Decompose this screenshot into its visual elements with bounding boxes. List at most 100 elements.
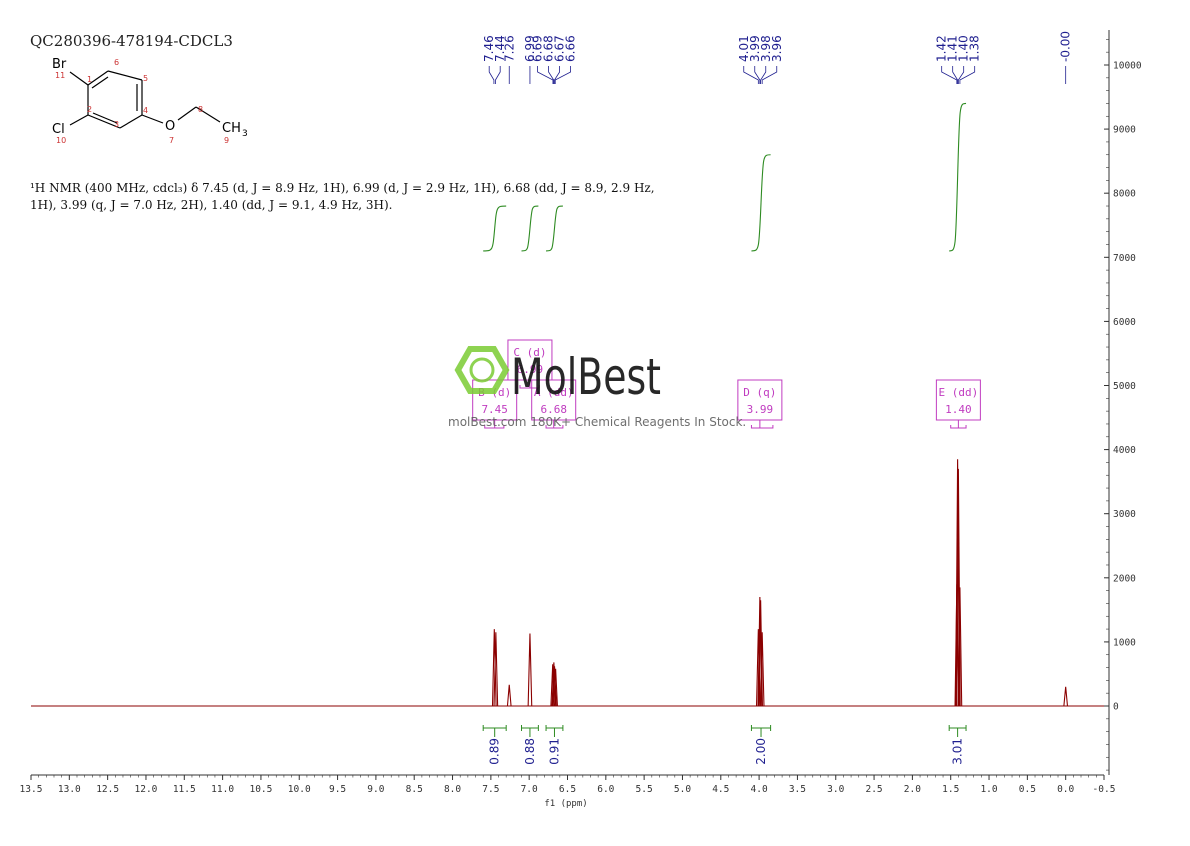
x-tick-label-26: 0.5 [1019, 784, 1036, 795]
spectrum-trace [31, 459, 1104, 707]
atom-num-10: 10 [56, 136, 66, 145]
atom-num-7: 7 [169, 136, 174, 145]
multiplet-range-2 [545, 425, 564, 429]
benzene-logo-icon [454, 346, 510, 394]
integral-curve-2 [546, 205, 563, 252]
atom-num-9: 9 [224, 136, 229, 145]
bond-o-c8 [177, 106, 197, 121]
atom-num-2: 2 [87, 105, 92, 114]
integral-value-4: 3.01 [951, 738, 965, 765]
peak-label-11: 3.96 [770, 35, 784, 62]
spectrum-peak-0 [491, 629, 497, 707]
peak-label-14: 1.40 [957, 35, 971, 62]
watermark-tagline: molBest.com 180K+ Chemical Reagents In S… [448, 415, 746, 429]
multiplet-name-1: C (d) [513, 346, 546, 359]
integral-value-3: 2.00 [754, 738, 768, 765]
bond-c1-br [69, 71, 89, 86]
spectrum-peak-1 [493, 632, 499, 707]
peak-label-connector-13 [952, 66, 959, 84]
bond-6-5 [107, 70, 143, 81]
y-tick-label-8: 8000 [1113, 189, 1136, 200]
peak-label-connector-12 [941, 66, 958, 84]
atom-num-8: 8 [198, 105, 203, 114]
x-tick-label-7: 10.0 [288, 784, 311, 795]
atom-br: Br [52, 57, 67, 72]
x-tick-label-13: 7.0 [521, 784, 538, 795]
multiplet-shift-1: 6.99 [517, 363, 544, 376]
x-tick-label-5: 11.0 [211, 784, 234, 795]
integral-value-2: 0.91 [547, 738, 561, 765]
integral-curve-3 [751, 154, 771, 252]
peak-label-4: 6.69 [531, 35, 545, 62]
peak-label-connector-15 [959, 66, 976, 84]
multiplet-range-3 [750, 425, 774, 429]
spectrum-peak-11 [759, 632, 765, 707]
x-tick-label-9: 9.0 [367, 784, 384, 795]
integral-value-0: 0.89 [488, 738, 502, 765]
axes: 13.5 13.0 12.5 12.0 11.5 11.0 10.5 10.0 9.5 9.0 8.… [20, 30, 1142, 795]
sample-id: QC280396-478194-CDCL3 [30, 32, 233, 50]
peak-label-connector-11 [761, 66, 778, 84]
peak-label-connector-9 [754, 66, 761, 84]
y-tick-label-4: 4000 [1113, 445, 1136, 456]
x-tick-label-27: 0.0 [1057, 784, 1074, 795]
y-tick-label-9: 9000 [1113, 125, 1136, 136]
x-tick-label-15: 6.0 [597, 784, 614, 795]
x-axis-label: f1 (ppm) [544, 799, 587, 809]
peak-label-connector-6 [554, 66, 560, 84]
peak-labels: 7.467.447.26 6.996.696.686.676.66 4.013.99… [482, 31, 1073, 84]
peak-label-16: -0.00 [1059, 31, 1073, 62]
x-tick-label-1: 13.0 [58, 784, 81, 795]
peak-label-5: 6.68 [542, 35, 556, 62]
peak-label-0: 7.46 [482, 35, 496, 62]
x-tick-label-6: 10.5 [249, 784, 272, 795]
integral-curves [483, 102, 967, 252]
peak-label-connector-4 [537, 66, 554, 84]
peak-label-connector-14 [957, 66, 965, 84]
x-tick-label-12: 7.5 [482, 784, 499, 795]
x-tick-label-28: -0.5 [1093, 784, 1116, 795]
multiplet-boxes: B (d)7.45C (d)6.99A (dd)6.68D (q)3.99E (… [472, 339, 981, 429]
atom-o: O [165, 119, 175, 134]
y-tick-label-1: 1000 [1113, 637, 1136, 648]
peak-label-connector-5 [548, 66, 555, 84]
bond-c8-c9 [195, 106, 221, 123]
y-tick-label-7: 7000 [1113, 253, 1136, 264]
bond-c4-o [141, 114, 164, 124]
peak-label-connector-8 [743, 66, 759, 84]
spectrum-peak-16 [1063, 686, 1069, 707]
integral-labels: 0.89 0.88 0.91 2.00 3.01 [482, 725, 967, 765]
chemical-structure [69, 70, 221, 129]
x-tick-label-11: 8.0 [444, 784, 461, 795]
integral-curve-1 [521, 205, 539, 252]
spectrum-peak-6 [552, 666, 557, 707]
peak-label-7: 6.66 [564, 35, 578, 62]
peak-label-1: 7.44 [493, 35, 507, 62]
y-tick-label-10: 10000 [1113, 61, 1142, 72]
x-tick-label-16: 5.5 [636, 784, 653, 795]
bond-1-6-double [91, 76, 109, 89]
peak-label-connector-1 [495, 66, 501, 84]
nmr-description-line-1: ¹H NMR (400 MHz, cdcl₃) δ 7.45 (d, J = 8… [30, 181, 655, 195]
multiplet-shift-2: 6.68 [540, 403, 567, 416]
peak-label-3: 6.99 [523, 35, 537, 62]
bond-c2-cl [69, 114, 89, 126]
multiplet-name-4: E (dd) [939, 386, 979, 399]
bond-3-2 [87, 114, 121, 129]
multiplet-name-3: D (q) [743, 386, 776, 399]
bond-3-2-double [92, 112, 118, 124]
x-tick-label-4: 11.5 [173, 784, 196, 795]
peak-label-9: 3.99 [748, 35, 762, 62]
atom-ch3-sub: 3 [242, 129, 248, 139]
peak-label-8: 4.01 [737, 35, 751, 62]
x-tick-label-0: 13.5 [20, 784, 43, 795]
spectrum-peak-2 [506, 684, 512, 707]
spectrum-peak-7 [553, 668, 558, 707]
peak-label-connector-10 [760, 66, 767, 84]
x-tick-label-8: 9.5 [329, 784, 346, 795]
x-tick-label-10: 8.5 [406, 784, 423, 795]
integral-curve-0 [483, 205, 507, 252]
x-tick-label-17: 5.0 [674, 784, 691, 795]
